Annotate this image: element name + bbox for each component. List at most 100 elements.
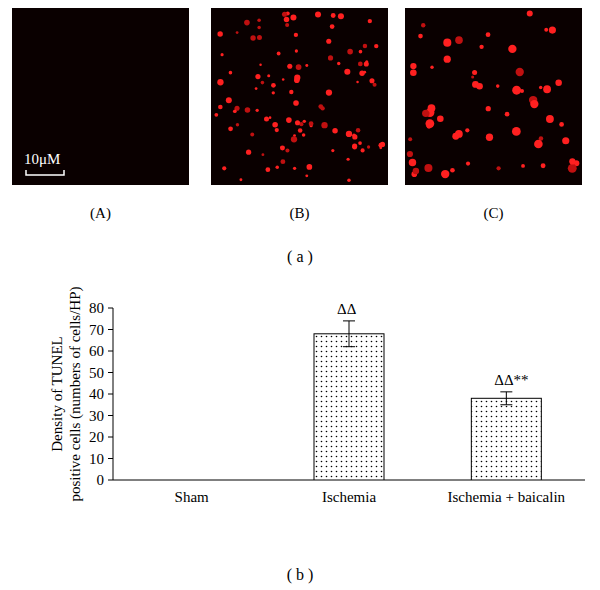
x-tick-label: Ischemia + baicalin — [448, 489, 566, 505]
stained-cell — [409, 159, 416, 166]
stained-cell — [228, 126, 233, 131]
stained-cell — [486, 32, 491, 37]
stained-cell — [217, 31, 222, 36]
stained-cell — [303, 120, 306, 123]
stained-cell — [352, 144, 357, 149]
stained-cell — [359, 50, 363, 54]
micrograph-bg — [211, 8, 388, 185]
stained-cell — [285, 148, 289, 152]
stained-cell — [272, 91, 275, 94]
micrograph-bg — [12, 8, 189, 185]
stained-cell — [424, 164, 432, 172]
stained-cell — [265, 167, 270, 172]
stained-cell — [285, 23, 289, 27]
stained-cell — [562, 137, 569, 144]
stained-cell — [544, 28, 548, 32]
stained-cell — [364, 61, 369, 66]
stained-cell — [356, 81, 359, 84]
stained-cell — [331, 149, 334, 152]
y-axis-label-line: positive cells (numbers of cells/HP) — [67, 287, 84, 502]
stained-cell — [378, 143, 383, 148]
stained-cell — [521, 164, 525, 168]
bar — [471, 398, 541, 480]
stained-cell — [250, 35, 255, 40]
scale-bar — [26, 170, 64, 175]
stained-cell — [286, 117, 292, 123]
stained-cell — [541, 163, 546, 168]
stained-cell — [455, 36, 463, 44]
stained-cell — [527, 11, 533, 17]
stained-cell — [346, 158, 349, 161]
stained-cell — [368, 19, 372, 23]
stained-cell — [347, 49, 353, 55]
stained-cell — [282, 78, 285, 81]
stained-cell — [508, 45, 516, 53]
stained-cell — [259, 64, 261, 66]
stained-cell — [530, 100, 538, 108]
stained-cell — [569, 158, 575, 164]
stained-cell — [236, 31, 239, 34]
y-tick — [108, 372, 113, 373]
stained-cell — [264, 116, 269, 121]
stained-cell — [512, 127, 521, 136]
stained-cell — [284, 17, 290, 23]
stained-cell — [359, 71, 364, 76]
stained-cell — [418, 34, 423, 39]
stained-cell — [352, 134, 357, 139]
stained-cell — [246, 150, 251, 155]
micrograph — [405, 8, 582, 185]
stained-cell — [226, 97, 232, 103]
stained-cell — [356, 128, 361, 133]
stained-cell — [296, 64, 302, 70]
stained-cell — [267, 74, 270, 77]
stained-cell — [272, 122, 278, 128]
stained-cell — [369, 78, 374, 83]
stained-cell — [309, 121, 314, 126]
stained-cell — [559, 122, 564, 127]
panel-label: (B) — [290, 205, 310, 222]
y-tick-label: 70 — [89, 322, 104, 338]
stained-cell — [294, 75, 300, 81]
stained-cell — [244, 20, 250, 26]
y-tick-label: 0 — [97, 472, 105, 488]
y-tick — [108, 415, 113, 416]
stained-cell — [450, 168, 455, 173]
stained-cell — [305, 174, 308, 177]
stained-cell — [534, 140, 543, 149]
stained-cell — [320, 106, 324, 110]
stained-cell — [256, 109, 259, 112]
figure-label: ( b ) — [287, 566, 314, 584]
micrograph — [211, 8, 388, 185]
stained-cell — [271, 83, 276, 88]
stained-cell — [465, 128, 469, 132]
stained-cell — [361, 148, 365, 152]
stained-cell — [305, 64, 308, 67]
y-tick-label: 40 — [89, 386, 104, 402]
stained-cell — [512, 86, 521, 95]
stained-cell — [374, 44, 378, 48]
stained-cell — [287, 64, 292, 69]
stained-cell — [373, 83, 377, 87]
stained-cell — [330, 24, 335, 29]
stained-cell — [452, 133, 459, 140]
error-bar — [343, 321, 355, 347]
stained-cell — [277, 52, 281, 56]
stained-cell — [282, 12, 287, 17]
micrograph — [12, 8, 189, 185]
y-axis — [113, 308, 114, 480]
stained-cell — [295, 49, 298, 52]
y-tick — [108, 329, 113, 330]
stained-cell — [261, 153, 264, 156]
stained-cell — [430, 66, 433, 69]
scale-bar-label: 10μM — [24, 151, 60, 167]
stained-cell — [568, 164, 577, 173]
stained-cell — [407, 151, 413, 157]
stained-cell — [233, 109, 237, 113]
annotation: ΔΔ** — [494, 372, 528, 388]
stained-cell — [261, 81, 265, 85]
stained-cell — [428, 104, 436, 112]
stained-cell — [257, 26, 261, 30]
stained-cell — [222, 166, 226, 170]
stained-cell — [352, 134, 356, 138]
stained-cell — [331, 13, 336, 18]
